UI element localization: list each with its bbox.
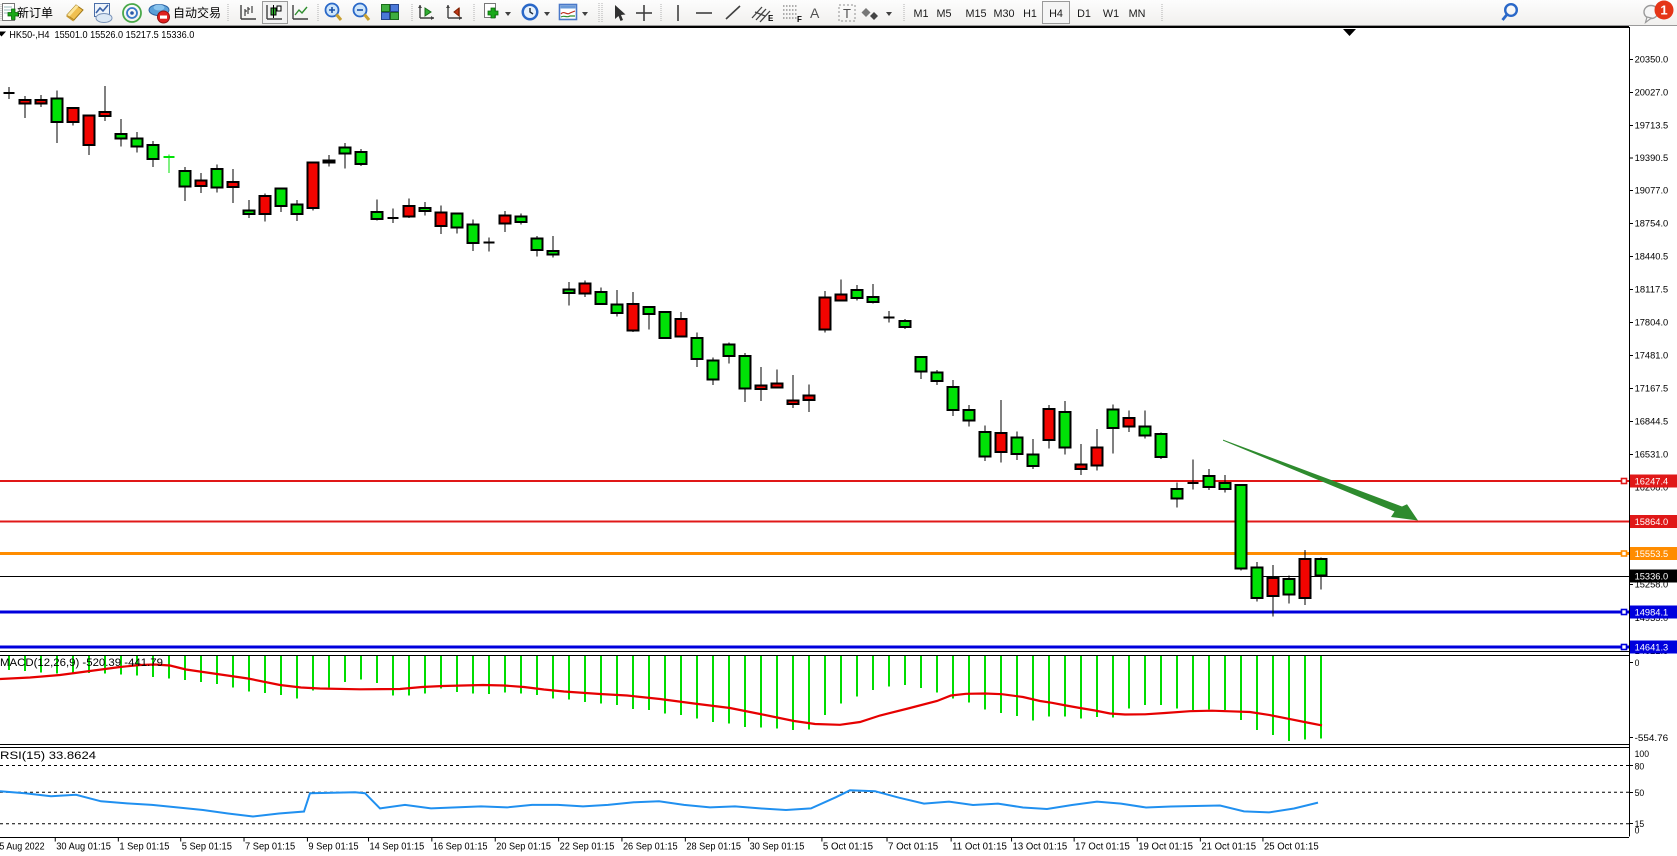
svg-text:M15: M15 [965,8,986,20]
svg-text:0: 0 [1635,826,1640,837]
svg-text:0: 0 [1635,658,1640,669]
svg-text:80: 80 [1635,761,1645,772]
svg-text:25 Aug 2022: 25 Aug 2022 [0,842,45,853]
svg-text:RSI(15) 33.8624: RSI(15) 33.8624 [0,750,96,762]
svg-text:16247.4: 16247.4 [1635,477,1669,488]
svg-text:20350.0: 20350.0 [1635,55,1669,66]
svg-text:D1: D1 [1077,8,1091,20]
svg-text:F: F [797,15,802,24]
svg-text:MACD(12,26,9) -520.39 -441.79: MACD(12,26,9) -520.39 -441.79 [0,657,163,669]
svg-text:20027.0: 20027.0 [1635,88,1669,99]
svg-text:15258.0: 15258.0 [1635,580,1669,591]
svg-text:25 Oct 01:15: 25 Oct 01:15 [1264,842,1319,853]
svg-text:MN: MN [1129,8,1146,20]
svg-text:16208.0: 16208.0 [1635,483,1669,494]
svg-text:5 Sep 01:15: 5 Sep 01:15 [182,842,233,853]
svg-text:自动交易: 自动交易 [173,5,221,20]
svg-text:100: 100 [1635,749,1649,760]
svg-text:19 Oct 01:15: 19 Oct 01:15 [1138,842,1193,853]
svg-text:W1: W1 [1103,8,1119,20]
svg-text:16531.0: 16531.0 [1635,450,1669,461]
svg-text:14 Sep 01:15: 14 Sep 01:15 [370,842,425,853]
svg-text:18117.5: 18117.5 [1635,285,1669,296]
svg-text:19713.5: 19713.5 [1635,121,1669,132]
svg-text:7 Sep 01:15: 7 Sep 01:15 [245,842,296,853]
svg-text:7 Oct 01:15: 7 Oct 01:15 [888,842,939,853]
svg-text:T: T [843,6,851,21]
svg-text:30 Sep 01:15: 30 Sep 01:15 [750,842,805,853]
svg-text:H1: H1 [1023,8,1037,20]
svg-text:30 Aug 01:15: 30 Aug 01:15 [56,842,111,853]
svg-text:H4: H4 [1049,8,1063,20]
svg-text:E: E [768,14,774,23]
svg-text:17804.0: 17804.0 [1635,318,1669,329]
svg-text:16 Sep 01:15: 16 Sep 01:15 [433,842,488,853]
svg-text:5 Oct 01:15: 5 Oct 01:15 [823,842,874,853]
svg-text:M5: M5 [937,8,952,20]
svg-text:HK50-,H4 15501.0 15526.0 1521: HK50-,H4 15501.0 15526.0 15217.5 15336.0 [9,29,194,41]
svg-text:A: A [810,5,820,21]
svg-text:M30: M30 [993,8,1014,20]
svg-text:1 Sep 01:15: 1 Sep 01:15 [119,842,170,853]
svg-text:17481.0: 17481.0 [1635,351,1669,362]
svg-text:11 Oct 01:15: 11 Oct 01:15 [952,842,1007,853]
svg-text:26 Sep 01:15: 26 Sep 01:15 [623,842,678,853]
svg-text:新订单: 新订单 [17,5,53,20]
svg-text:50: 50 [1635,788,1645,799]
svg-text:16844.5: 16844.5 [1635,417,1669,428]
svg-text:17167.5: 17167.5 [1635,384,1669,395]
svg-text:14641.3: 14641.3 [1635,643,1669,654]
svg-text:-554.76: -554.76 [1635,733,1669,744]
svg-text:21 Oct 01:15: 21 Oct 01:15 [1201,842,1256,853]
svg-text:18440.5: 18440.5 [1635,252,1669,263]
svg-text:20 Sep 01:15: 20 Sep 01:15 [496,842,551,853]
svg-text:22 Sep 01:15: 22 Sep 01:15 [560,842,615,853]
svg-text:19077.0: 19077.0 [1635,186,1669,197]
svg-text:18754.0: 18754.0 [1635,219,1669,230]
svg-text:28 Sep 01:15: 28 Sep 01:15 [686,842,741,853]
svg-text:15553.5: 15553.5 [1635,549,1669,560]
svg-text:13 Oct 01:15: 13 Oct 01:15 [1013,842,1068,853]
svg-text:14984.1: 14984.1 [1635,608,1669,619]
svg-text:15864.0: 15864.0 [1635,517,1669,528]
svg-text:M1: M1 [914,8,929,20]
svg-text:15: 15 [1635,819,1645,830]
svg-text:17 Oct 01:15: 17 Oct 01:15 [1075,842,1130,853]
svg-text:15336.0: 15336.0 [1635,572,1669,583]
svg-text:19390.5: 19390.5 [1635,153,1669,164]
svg-text:1: 1 [1660,3,1667,18]
svg-text:9 Sep 01:15: 9 Sep 01:15 [308,842,359,853]
